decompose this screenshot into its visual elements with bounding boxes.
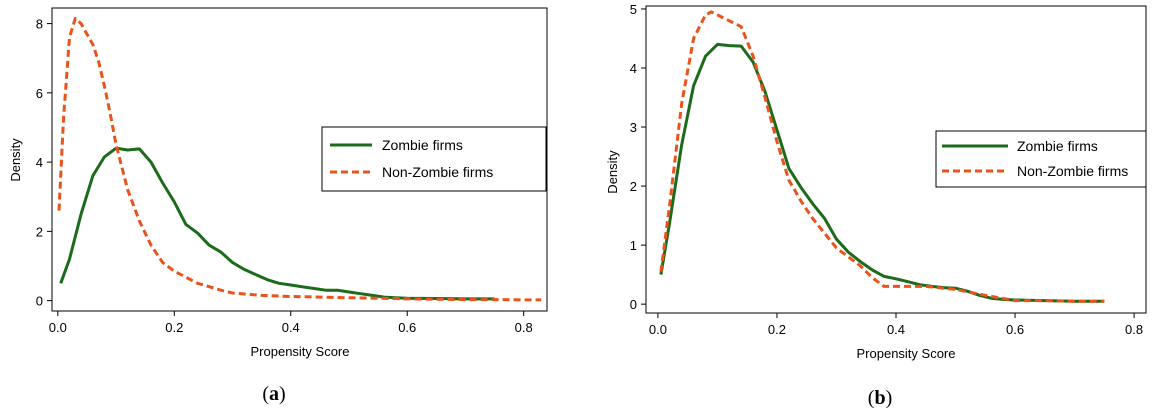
panel-a-caption-letter: a [269,383,279,405]
panel-b-series [659,10,1105,303]
panel-a-caption-close: ) [279,383,286,405]
panel-b-x-tick-label: 0.4 [887,322,905,337]
panel-a-legend: Zombie firms Non-Zombie firms [321,126,547,192]
panel-a-chart: 0 2 4 6 8 0.0 0.2 0.4 0.6 0.8 Density Propensity… [8,7,548,405]
panel-b-legend-zombie-label: Zombie firms [1017,138,1098,154]
panel-b-non-zombie-firms-line [659,10,1105,303]
panel-a-x-tick-label: 0.8 [515,320,533,335]
panel-b-x-tick-label: 0.8 [1125,322,1143,337]
panel-a-y-tick-label: 0 [36,294,43,309]
panel-a-legend-box [321,126,547,192]
panel-a-y-tick-label: 6 [36,86,43,101]
panel-a-legend-nonzombie-label: Non-Zombie firms [382,164,493,180]
panel-b-y-tick-label: 1 [630,238,637,253]
panel-b-x-tick-label: 0.2 [768,322,786,337]
panel-b-legend: Zombie firms Non-Zombie firms [935,130,1147,188]
panel-b-caption: (b) [868,387,892,409]
panel-b-y-axis: 0 1 2 3 4 5 [630,2,646,312]
panel-b-caption-letter: b [874,387,885,409]
panel-b-y-tick-label: 4 [630,61,637,76]
panel-b-y-axis-label: Density [605,150,620,194]
panel-b-x-axis-label: Propensity Score [857,346,956,361]
panel-a-y-tick-label: 4 [36,155,43,170]
panel-b-y-tick-label: 5 [630,2,637,17]
panel-a-y-tick-label: 2 [36,224,43,239]
panel-a-x-tick-label: 0.0 [49,320,67,335]
panel-b-legend-box [935,130,1147,188]
panel-a-x-tick-label: 0.6 [398,320,416,335]
panel-a-x-axis-label: Propensity Score [251,344,350,359]
panel-a-y-axis-label: Density [8,138,23,182]
panel-b-caption-open: ( [868,387,875,409]
panel-a-x-tick-label: 0.2 [165,320,183,335]
panel-b-caption-close: ) [886,387,893,409]
panel-b-legend-nonzombie-label: Non-Zombie firms [1017,163,1128,179]
panel-b-x-tick-label: 0.6 [1006,322,1024,337]
panel-b-chart: 0 1 2 3 4 5 0.0 0.2 0.4 0.6 0.8 Density Propensit… [605,2,1147,409]
panel-b-y-tick-label: 0 [630,297,637,312]
panel-a-caption: (a) [262,383,285,405]
panel-a-non-zombie-firms-line [57,16,542,302]
panel-a-legend-zombie-label: Zombie firms [382,137,463,153]
panel-a-x-tick-label: 0.4 [282,320,300,335]
panel-a-x-axis: 0.0 0.2 0.4 0.6 0.8 [49,311,533,335]
panel-a-y-axis: 0 2 4 6 8 [36,17,52,309]
panel-a-series [57,16,542,302]
panel-b-y-tick-label: 3 [630,120,637,135]
panel-b-y-tick-label: 2 [630,179,637,194]
panel-a-zombie-firms-line [59,146,495,301]
panel-b-x-tick-label: 0.0 [649,322,667,337]
panel-b-x-axis: 0.0 0.2 0.4 0.6 0.8 [649,313,1143,337]
panel-a-caption-open: ( [262,383,269,405]
panel-a-y-tick-label: 8 [36,17,43,32]
